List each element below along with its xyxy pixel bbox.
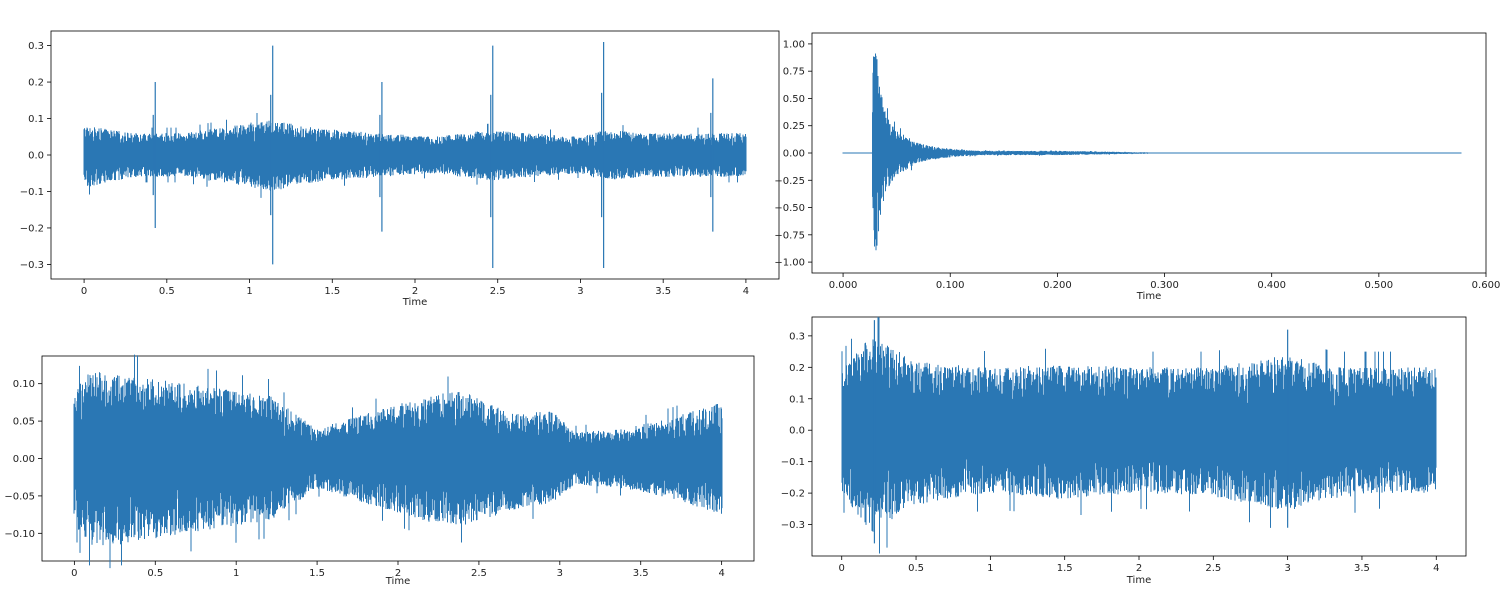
y-tick-label: 0.25 bbox=[783, 121, 805, 132]
x-tick-label: 0.500 bbox=[1365, 280, 1394, 291]
y-tick-label: 0.1 bbox=[28, 114, 44, 125]
y-tick-label: 0.05 bbox=[13, 417, 35, 428]
x-tick-label: 0.000 bbox=[829, 280, 858, 291]
y-tick-label: 0.3 bbox=[28, 41, 44, 52]
x-tick-label: 2.5 bbox=[1205, 563, 1221, 574]
x-tick-label: 3 bbox=[1284, 563, 1290, 574]
y-tick-label: 0.50 bbox=[783, 94, 805, 105]
y-tick-label: 0.0 bbox=[789, 426, 805, 437]
waveform-series bbox=[73, 354, 723, 569]
x-tick-label: 4 bbox=[1433, 563, 1439, 574]
y-tick-label: 0.00 bbox=[783, 149, 805, 160]
y-tick-label: −0.2 bbox=[781, 489, 805, 500]
y-tick-label: −0.10 bbox=[4, 529, 35, 540]
x-axis-title: Time bbox=[385, 576, 410, 587]
x-axis-title: Time bbox=[402, 297, 427, 308]
chart-panel-top-right: 0.000 0.100 0.200 0.300 0.400 0.500 0.600 −1.00… bbox=[774, 32, 1501, 302]
y-tick-label: −0.3 bbox=[781, 520, 805, 531]
x-tick-label: 0.5 bbox=[147, 568, 163, 579]
x-tick-label: 3.5 bbox=[1354, 563, 1370, 574]
x-tick-label: 0 bbox=[839, 563, 845, 574]
y-tick-label: −0.3 bbox=[20, 260, 44, 271]
waveform-series bbox=[841, 316, 1437, 554]
x-tick-label: 0.5 bbox=[908, 563, 924, 574]
y-tick-label: 0.75 bbox=[783, 67, 805, 78]
y-tick-label: −0.1 bbox=[20, 187, 44, 198]
x-tick-label: 4 bbox=[718, 568, 724, 579]
y-tick-label: 0.2 bbox=[789, 363, 805, 374]
y-tick-label: 0.2 bbox=[28, 78, 44, 89]
chart-panel-top-left: 0 0.5 1 1.5 2 2.5 3 3.5 4 −0.3 −0.2 −0.1 0.0 0.1 0.2 0.… bbox=[20, 30, 780, 308]
x-tick-label: 2 bbox=[412, 286, 418, 297]
x-tick-label: 2.5 bbox=[490, 286, 506, 297]
y-tick-label: −0.2 bbox=[20, 223, 44, 234]
y-tick-label: 0.1 bbox=[789, 394, 805, 405]
x-tick-label: 1 bbox=[246, 286, 252, 297]
x-tick-label: 3.5 bbox=[655, 286, 671, 297]
y-tick-label: −0.25 bbox=[774, 176, 805, 187]
x-tick-label: 0.5 bbox=[159, 286, 175, 297]
x-tick-label: 3.5 bbox=[633, 568, 649, 579]
x-tick-label: 3 bbox=[577, 286, 583, 297]
chart-panel-bottom-left: 0 0.5 1 1.5 2 2.5 3 3.5 4 −0.10 −0.05 0.00 0.05 0.10 T… bbox=[4, 354, 755, 587]
x-axis-title: Time bbox=[1126, 575, 1151, 586]
x-tick-label: 0 bbox=[81, 286, 87, 297]
y-tick-label: 0.10 bbox=[13, 379, 35, 390]
x-tick-label: 0 bbox=[71, 568, 77, 579]
x-tick-label: 1.5 bbox=[1057, 563, 1073, 574]
x-tick-label: 1 bbox=[987, 563, 993, 574]
x-tick-label: 0.100 bbox=[936, 280, 965, 291]
chart-panel-bottom-right: 0 0.5 1 1.5 2 2.5 3 3.5 4 −0.3 −0.2 −0.1 0.0 0.1 0.2 0.… bbox=[781, 316, 1467, 586]
x-tick-label: 1.5 bbox=[324, 286, 340, 297]
x-tick-label: 2 bbox=[1136, 563, 1142, 574]
y-tick-label: −0.1 bbox=[781, 457, 805, 468]
y-tick-label: 0.00 bbox=[13, 454, 35, 465]
y-tick-label: −0.50 bbox=[774, 203, 805, 214]
x-tick-label: 0.300 bbox=[1150, 280, 1179, 291]
x-tick-label: 0.600 bbox=[1472, 280, 1501, 291]
y-tick-label: 0.3 bbox=[789, 331, 805, 342]
y-tick-label: −0.05 bbox=[4, 491, 35, 502]
x-tick-label: 0.200 bbox=[1043, 280, 1072, 291]
waveform-series bbox=[842, 53, 1462, 251]
y-tick-label: −1.00 bbox=[774, 258, 805, 269]
x-tick-label: 0.400 bbox=[1257, 280, 1286, 291]
x-tick-label: 2.5 bbox=[471, 568, 487, 579]
y-tick-label: −0.75 bbox=[774, 230, 805, 241]
x-tick-label: 2 bbox=[395, 568, 401, 579]
waveform-series bbox=[83, 113, 747, 198]
y-tick-label: 0.0 bbox=[28, 151, 44, 162]
x-tick-label: 4 bbox=[743, 286, 749, 297]
x-tick-label: 1 bbox=[233, 568, 239, 579]
x-axis-title: Time bbox=[1136, 291, 1161, 302]
x-tick-label: 1.5 bbox=[309, 568, 325, 579]
y-tick-label: 1.00 bbox=[783, 39, 805, 50]
x-tick-label: 3 bbox=[557, 568, 563, 579]
